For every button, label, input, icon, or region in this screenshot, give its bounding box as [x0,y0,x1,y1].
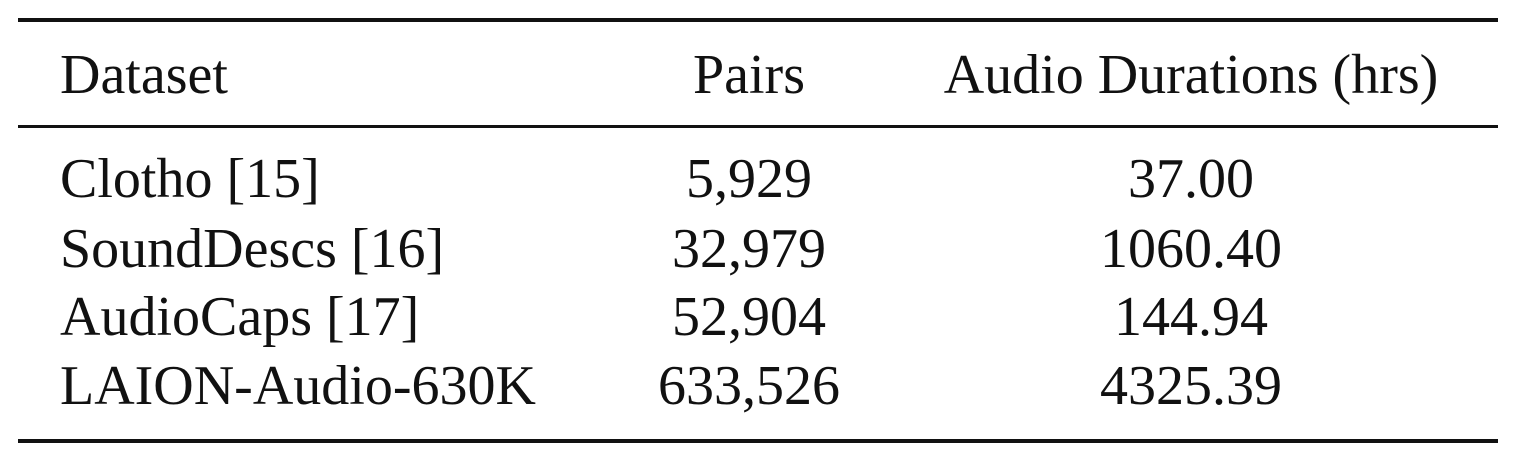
cell-durations: 37.00 [1128,148,1254,210]
cell-pairs: 633,526 [658,355,840,417]
cell-pairs: 5,929 [686,148,812,210]
header-dataset: Dataset [60,44,228,106]
cell-pairs: 32,979 [672,218,826,280]
table-header-rule [18,125,1498,128]
table-bottom-rule [18,439,1498,443]
cell-durations: 1060.40 [1100,218,1282,280]
table-top-rule [18,18,1498,22]
cell-dataset: SoundDescs [16] [60,218,445,280]
header-audio-durations: Audio Durations (hrs) [943,44,1439,106]
cell-durations: 4325.39 [1100,355,1282,417]
cell-durations: 144.94 [1114,286,1268,348]
cell-dataset: Clotho [15] [60,148,320,210]
cell-dataset: LAION-Audio-630K [60,355,536,417]
cell-dataset: AudioCaps [17] [60,286,420,348]
header-pairs: Pairs [693,44,805,106]
cell-pairs: 52,904 [672,286,826,348]
